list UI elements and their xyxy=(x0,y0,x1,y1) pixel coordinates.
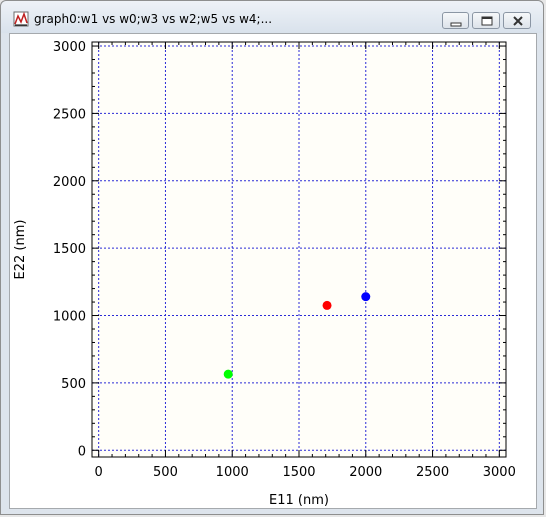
gridlines xyxy=(92,42,506,457)
y-tick-label: 500 xyxy=(61,377,86,392)
data-point xyxy=(361,292,371,302)
y-tick-label: 3000 xyxy=(53,40,86,55)
data-points xyxy=(223,292,371,379)
data-point xyxy=(223,369,233,379)
scatter-chart: 0 500 1000 1500 2000 2500 3000 0 500 1000 1500 2000… xyxy=(13,40,516,508)
x-tick-label: 2000 xyxy=(349,465,382,480)
x-axis-label: E11 (nm) xyxy=(269,493,329,508)
minimize-icon xyxy=(450,22,462,27)
restore-icon xyxy=(481,16,493,26)
x-tick-label: 500 xyxy=(153,465,178,480)
axis-ticks: 0 500 1000 1500 2000 2500 3000 0 500 1000 1500 2000… xyxy=(53,40,516,480)
graph-icon[interactable] xyxy=(13,11,29,27)
y-tick-label: 1000 xyxy=(53,310,86,325)
close-button[interactable] xyxy=(503,12,531,29)
x-tick-label: 2500 xyxy=(416,465,449,480)
y-tick-label: 0 xyxy=(78,444,86,459)
title-bar[interactable]: graph0:w1 vs w0;w3 vs w2;w5 vs w4;... xyxy=(1,1,543,33)
data-point xyxy=(322,300,332,310)
window-title: graph0:w1 vs w0;w3 vs w2;w5 vs w4;... xyxy=(34,12,273,26)
y-tick-label: 1500 xyxy=(53,242,86,257)
plot-area: 0 500 1000 1500 2000 2500 3000 0 500 1000 1500 2000… xyxy=(9,33,537,509)
minimize-button[interactable] xyxy=(442,12,469,29)
x-tick-label: 0 xyxy=(95,465,103,480)
x-tick-label: 1000 xyxy=(216,465,249,480)
x-tick-label: 1500 xyxy=(282,465,315,480)
x-tick-label: 3000 xyxy=(483,465,516,480)
close-icon xyxy=(513,16,523,26)
restore-button[interactable] xyxy=(472,12,500,29)
y-axis-label: E22 (nm) xyxy=(13,220,28,280)
y-tick-label: 2500 xyxy=(53,107,86,122)
y-tick-label: 2000 xyxy=(53,175,86,190)
